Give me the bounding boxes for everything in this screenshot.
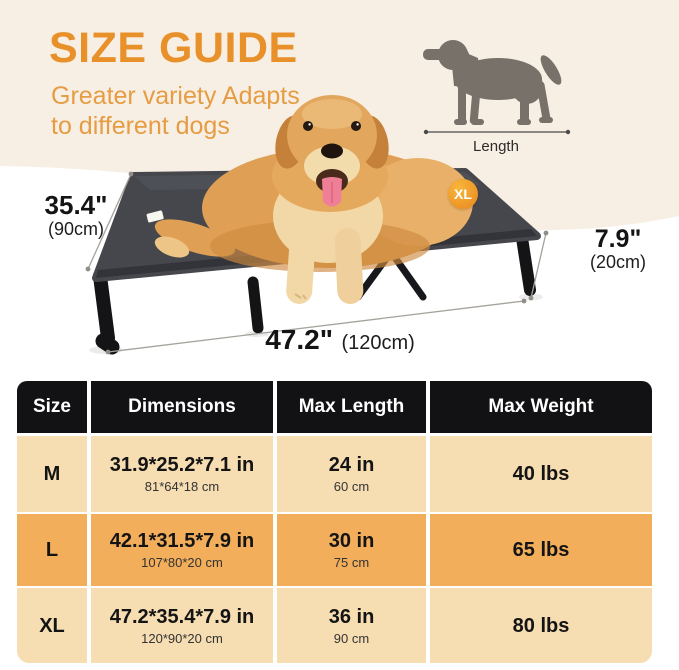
width-dimension-label: 35.4" (90cm): [26, 190, 126, 241]
dimensions-in: 47.2*35.4*7.9 in: [109, 605, 255, 628]
length-cm: (120cm): [341, 332, 415, 354]
max-weight: 40 lbs: [512, 463, 570, 485]
length-dimension-label: 47.2" (120cm): [225, 325, 455, 355]
max-length-in: 36 in: [328, 605, 375, 628]
height-dimension-label: 7.9" (20cm): [566, 226, 670, 274]
max-length-in: 24 in: [328, 454, 375, 476]
table-row-xl: XL 47.2*35.4*7.9 in 120*90*20 cm 36 in 9…: [17, 588, 652, 663]
dog-silhouette-icon: [423, 40, 571, 135]
dimensions-cm: 81*64*18 cm: [144, 479, 220, 494]
width-cm: (90cm): [47, 219, 104, 240]
dog-length-diagram: [420, 34, 572, 138]
length-label: Length: [473, 138, 519, 155]
dimensions-cm: 107*80*20 cm: [141, 555, 223, 570]
size-value: M: [43, 463, 61, 485]
table-row-m: M 31.9*25.2*7.1 in 81*64*18 cm 24 in 60 …: [17, 436, 652, 512]
size-value: L: [45, 539, 59, 561]
table-row-l: L 42.1*31.5*7.9 in 107*80*20 cm 30 in 75…: [17, 514, 652, 586]
size-table: Size Dimensions Max Length Max Weight M …: [17, 381, 652, 663]
header-max-length: Max Length: [277, 381, 426, 433]
height-cm: (20cm): [589, 252, 646, 273]
height-inches: 7.9": [594, 225, 642, 253]
max-length-cm: 90 cm: [333, 630, 370, 646]
max-weight: 80 lbs: [512, 614, 570, 637]
header-size: Size: [17, 381, 87, 433]
header-max-weight: Max Weight: [430, 381, 652, 433]
size-xl-badge: XL: [448, 179, 478, 209]
max-length-cm: 60 cm: [333, 479, 370, 494]
length-inches: 47.2": [265, 324, 333, 355]
page-title: SIZE GUIDE: [49, 24, 298, 72]
dimensions-in: 42.1*31.5*7.9 in: [109, 530, 255, 552]
max-weight: 65 lbs: [512, 539, 570, 561]
page-subtitle: Greater variety Adapts to different dogs: [51, 82, 300, 140]
width-inches: 35.4": [44, 190, 108, 220]
dimensions-in: 31.9*25.2*7.1 in: [109, 454, 255, 476]
length-measure-line: [423, 129, 571, 135]
dimensions-cm: 120*90*20 cm: [141, 630, 223, 646]
max-length-cm: 75 cm: [333, 555, 370, 570]
max-length-in: 30 in: [328, 530, 375, 552]
size-value: XL: [39, 614, 65, 637]
header-dimensions: Dimensions: [91, 381, 273, 433]
table-header-row: Size Dimensions Max Length Max Weight: [17, 381, 652, 433]
